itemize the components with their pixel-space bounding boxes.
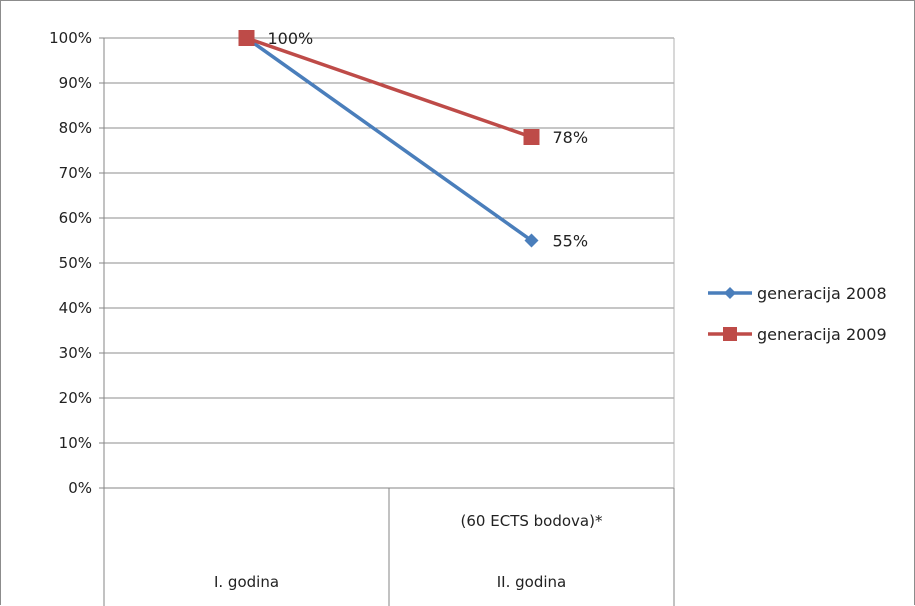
y-tick-label: 40% bbox=[59, 299, 92, 317]
data-label: 100% bbox=[268, 29, 314, 48]
data-point-square bbox=[238, 30, 255, 46]
legend-label: generacija 2009 bbox=[757, 325, 887, 344]
y-tick-label: 80% bbox=[59, 119, 92, 137]
y-tick-label: 60% bbox=[59, 209, 92, 227]
legend-marker-diamond bbox=[724, 287, 736, 299]
legend-marker-square bbox=[723, 327, 737, 341]
data-label: 55% bbox=[553, 232, 589, 251]
series-line bbox=[245, 36, 533, 139]
y-tick-label: 50% bbox=[59, 254, 92, 272]
y-tick-label: 0% bbox=[68, 479, 92, 497]
y-tick-label: 10% bbox=[59, 434, 92, 452]
y-tick-label: 90% bbox=[59, 74, 92, 92]
legend-label: generacija 2008 bbox=[757, 284, 887, 303]
data-point-square bbox=[523, 129, 540, 145]
x-category-label: I. godina bbox=[214, 573, 279, 591]
series-line bbox=[245, 36, 533, 242]
y-tick-label: 20% bbox=[59, 389, 92, 407]
x-category-label: II. godina bbox=[497, 573, 566, 591]
y-tick-label: 30% bbox=[59, 344, 92, 362]
x-category-label: (60 ECTS bodova)* bbox=[461, 512, 603, 530]
data-point-diamond bbox=[524, 233, 539, 248]
y-tick-label: 100% bbox=[49, 29, 92, 47]
y-tick-label: 70% bbox=[59, 164, 92, 182]
data-label: 78% bbox=[553, 128, 589, 147]
